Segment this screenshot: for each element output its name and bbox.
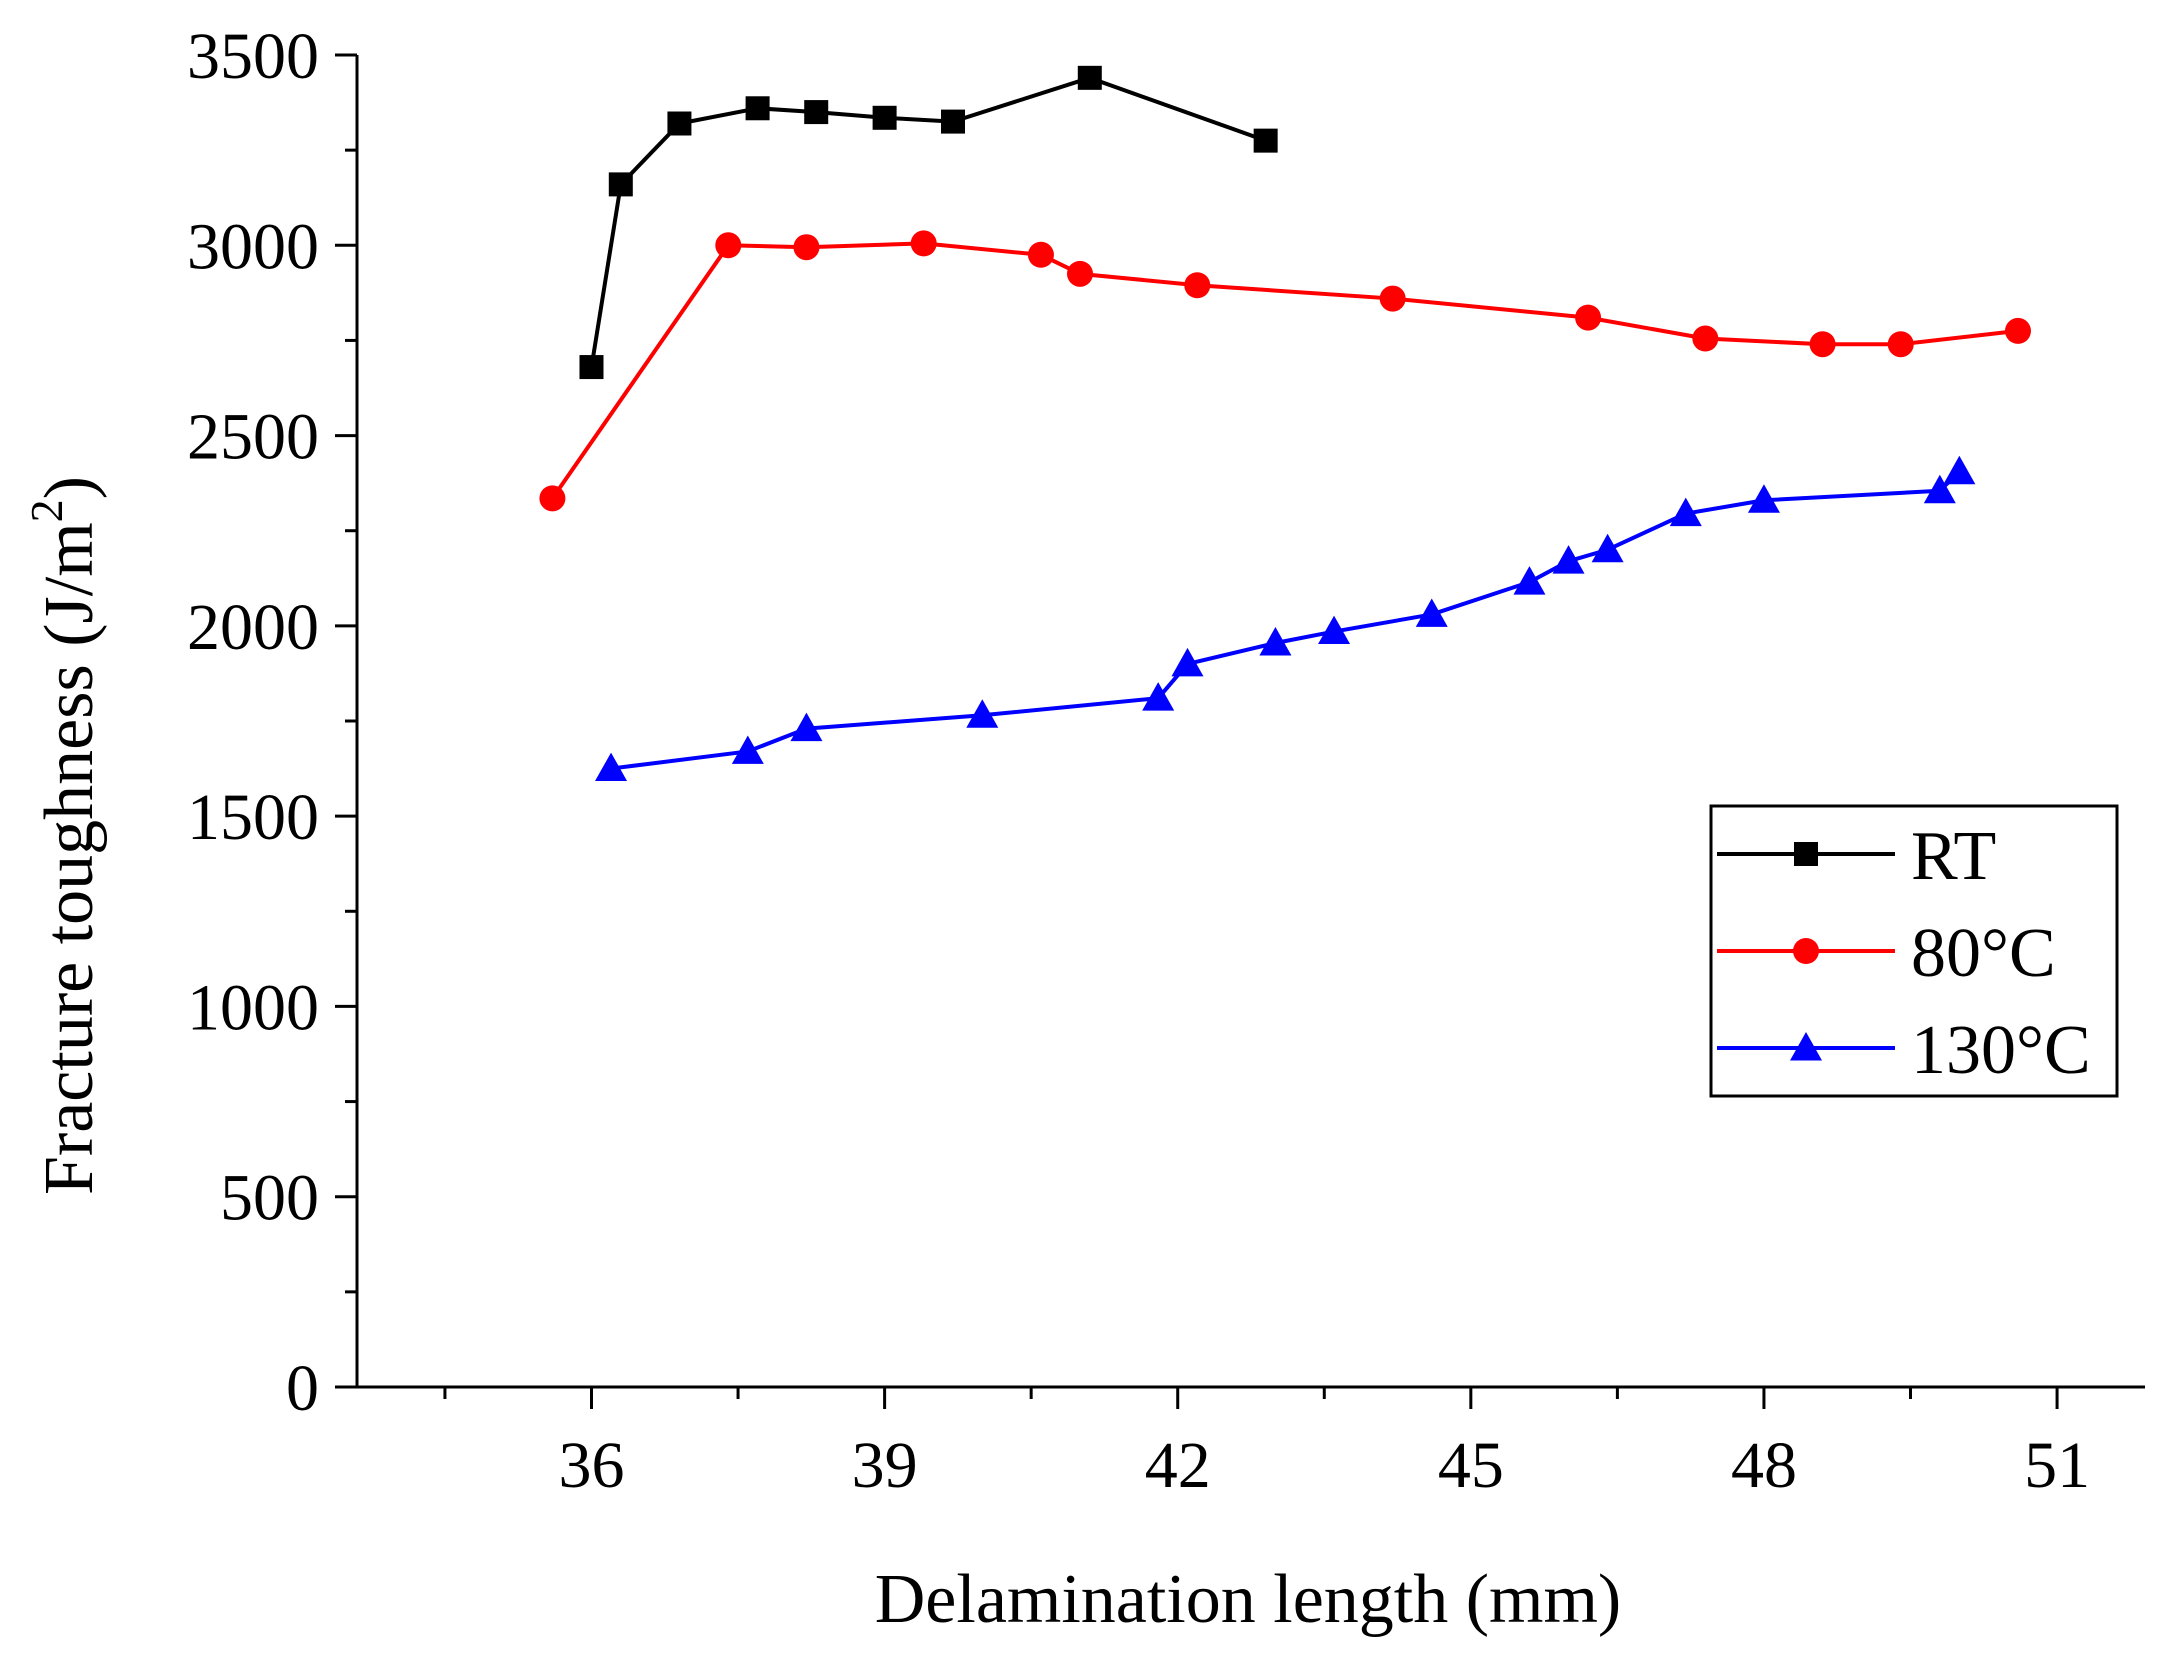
y-tick-label: 1500 xyxy=(187,781,319,854)
data-point xyxy=(608,172,633,197)
axes xyxy=(355,55,2145,1389)
x-tick-label: 39 xyxy=(852,1429,918,1502)
y-tick-label: 2500 xyxy=(187,401,319,474)
data-point xyxy=(1923,474,1956,504)
legend: RT 80°C 130°C xyxy=(1709,804,2119,1098)
x-tick-label: 48 xyxy=(1731,1429,1797,1502)
data-point xyxy=(1379,285,1406,312)
data-point xyxy=(790,712,823,742)
legend-item: RT xyxy=(1717,818,1996,895)
y-tick-label: 3000 xyxy=(187,210,319,283)
legend-item: 130°C xyxy=(1717,1012,2091,1089)
data-point xyxy=(1259,626,1292,656)
data-point xyxy=(966,699,999,728)
x-tick-label: 36 xyxy=(558,1429,624,1502)
y-tick-label: 500 xyxy=(220,1162,319,1235)
data-point xyxy=(1591,533,1624,563)
series-circle xyxy=(539,230,2031,512)
legend-marker xyxy=(1790,1032,1822,1061)
data-point xyxy=(1184,272,1211,299)
x-tick-label: 51 xyxy=(2024,1429,2090,1502)
data-point xyxy=(793,234,820,261)
data-point xyxy=(2004,317,2031,344)
data-point xyxy=(579,355,604,380)
series-triangle xyxy=(595,455,1976,782)
series-group xyxy=(539,65,2031,782)
data-point xyxy=(539,485,566,512)
data-point xyxy=(1513,566,1546,595)
y-axis-title-main: Fracture toughness (J/m xyxy=(31,522,108,1195)
legend-item: 80°C xyxy=(1717,915,2056,992)
data-point xyxy=(1575,304,1602,331)
y-tick-label: 2000 xyxy=(187,591,319,664)
series-line xyxy=(589,75,1267,368)
data-point xyxy=(715,232,742,259)
y-tick-label: 1000 xyxy=(187,971,319,1044)
legend-marker xyxy=(1793,938,1819,964)
data-point xyxy=(1253,128,1278,153)
series-line xyxy=(610,470,1961,771)
legend-label: 130°C xyxy=(1911,1012,2091,1089)
data-point xyxy=(1027,241,1054,268)
legend-label: RT xyxy=(1911,818,1996,895)
data-point xyxy=(1171,647,1204,677)
data-point xyxy=(595,752,628,782)
data-point xyxy=(731,735,764,764)
y-axis-title-superscript: 2 xyxy=(21,499,72,522)
data-point xyxy=(745,96,770,121)
data-point xyxy=(1552,545,1585,574)
ticks: 36 39 42 45 48 51 0 500 1000 1500 2000 2500 3000 3500 xyxy=(187,20,2090,1502)
data-point xyxy=(1809,331,1836,358)
data-point xyxy=(872,105,897,130)
data-point xyxy=(667,111,692,136)
y-tick-label: 3500 xyxy=(187,20,319,93)
legend-marker xyxy=(1794,842,1818,866)
data-point xyxy=(1747,484,1780,513)
data-point xyxy=(1318,615,1351,645)
y-tick-label: 0 xyxy=(286,1352,319,1425)
data-point xyxy=(1067,260,1094,287)
series-square xyxy=(579,65,1278,380)
x-axis-title: Delamination length (mm) xyxy=(875,1561,1621,1638)
x-tick-label: 45 xyxy=(1438,1429,1504,1502)
data-point xyxy=(1415,598,1448,627)
data-point xyxy=(1692,325,1719,352)
y-axis-title-group: Fracture toughness (J/m2) xyxy=(21,476,108,1195)
y-axis-title-close: ) xyxy=(31,476,108,499)
data-point xyxy=(804,100,829,125)
data-point xyxy=(1887,331,1914,358)
y-axis-title: Fracture toughness (J/m2) xyxy=(21,476,108,1195)
x-tick-label: 42 xyxy=(1145,1429,1211,1502)
data-point xyxy=(941,109,965,134)
series-line xyxy=(550,241,2019,500)
data-point xyxy=(1077,65,1102,90)
data-point xyxy=(1669,497,1702,527)
data-point xyxy=(1943,455,1976,485)
data-point xyxy=(910,230,937,257)
legend-label: 80°C xyxy=(1911,915,2056,992)
data-point xyxy=(1142,682,1175,711)
